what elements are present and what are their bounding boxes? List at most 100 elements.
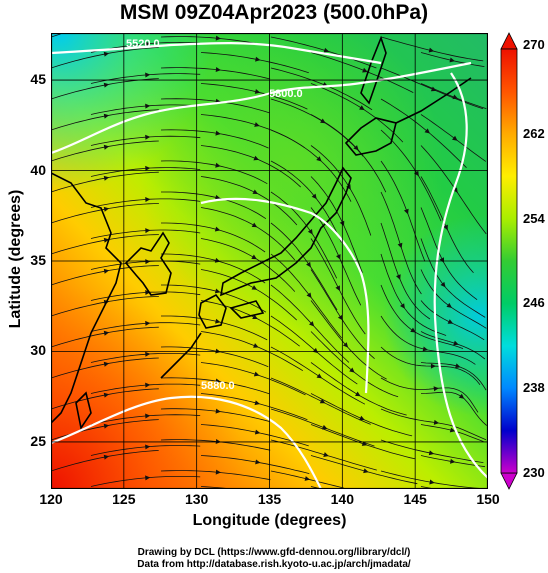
wind-arrowhead: [410, 327, 416, 333]
wind-arrowhead: [306, 292, 312, 299]
wind-arrowhead: [145, 134, 151, 140]
streamline: [270, 284, 350, 363]
wind-arrowhead: [452, 187, 458, 193]
wind-arrowhead: [458, 393, 465, 399]
wind-arrowhead: [145, 382, 151, 388]
wind-arrowhead: [215, 130, 221, 136]
colorbar-tick-label: 254: [523, 210, 545, 226]
y-tick-label: 25: [30, 432, 46, 449]
hokkaido-coast: [344, 117, 397, 156]
streamline: [160, 377, 270, 395]
streamline: [90, 383, 201, 394]
contour-5520: [51, 42, 382, 65]
colorbar-tick-label: 238: [523, 380, 545, 396]
streamline: [160, 439, 271, 451]
wind-arrowhead: [306, 261, 311, 268]
streamline: [270, 253, 342, 339]
streamline: [420, 269, 487, 329]
contour-5880: [51, 395, 322, 489]
streamline: [90, 322, 201, 332]
honshu-coast: [219, 166, 352, 297]
x-axis-label: Longitude (degrees): [192, 512, 347, 529]
taiwan-coast: [75, 391, 92, 431]
lat-lon-grid: [51, 33, 488, 489]
korean-peninsula-coast: [124, 231, 172, 296]
streamline: [380, 253, 447, 336]
wind-arrowhead: [337, 314, 343, 321]
x-tick-label: 130: [184, 491, 209, 507]
wind-arrowhead: [452, 94, 459, 100]
streamline: [51, 234, 159, 255]
wind-arrowhead: [452, 135, 458, 141]
wind-arrowhead: [319, 398, 326, 404]
streamline: [200, 176, 298, 226]
wind-arrowhead: [215, 469, 221, 475]
wind-arrowhead: [215, 35, 221, 41]
streamline: [310, 269, 375, 359]
credit-drawing: Drawing by DCL (https://www.gfd-dennou.o…: [137, 547, 411, 558]
wind-arrowhead: [145, 259, 151, 265]
streamline: [51, 33, 61, 38]
colorbar-tick-label: 246: [523, 295, 545, 311]
wind-arrowhead: [145, 165, 151, 171]
wind-arrowhead: [215, 162, 221, 168]
streamline: [310, 455, 418, 485]
contour-label-5520: 5520.0: [126, 38, 160, 50]
wind-arrowhead: [428, 450, 435, 456]
colorbar-tick-label: 230: [523, 465, 545, 480]
streamline: [51, 171, 159, 193]
streamline: [51, 265, 159, 286]
wind-arrowhead: [316, 373, 323, 379]
wind-arrowhead: [103, 268, 110, 274]
wind-arrowhead: [359, 415, 365, 421]
streamline: [380, 377, 479, 413]
wind-arrowhead: [215, 194, 221, 200]
plot-frame: [51, 33, 488, 489]
streamline: [310, 393, 413, 437]
wind-arrowhead: [353, 145, 359, 151]
contour-label-5800: 5800.0: [269, 88, 303, 100]
wind-arrowhead: [403, 208, 409, 215]
wind-arrowhead: [214, 257, 221, 263]
wind-arrowhead: [103, 330, 110, 336]
wind-arrowhead: [440, 281, 446, 288]
wind-arrowhead: [361, 441, 368, 446]
wind-arrowhead: [335, 285, 340, 292]
wind-arrowhead: [363, 468, 369, 474]
streamline: [270, 439, 377, 471]
wind-arrowhead: [362, 67, 368, 73]
wind-arrowhead: [439, 257, 445, 263]
coastlines: [51, 35, 472, 431]
wind-arrowhead: [215, 67, 221, 73]
streamline: [51, 203, 159, 224]
contour-label-5880: 5880.0: [201, 380, 235, 392]
streamline: [380, 346, 481, 386]
streamline: [51, 450, 159, 472]
wind-arrowhead: [355, 391, 361, 397]
wind-arrowhead: [322, 424, 328, 430]
streamline: [90, 135, 201, 146]
wind-arrowhead: [455, 363, 461, 369]
streamline: [160, 129, 269, 149]
wind-arrowhead: [308, 321, 315, 327]
colorbar-body: [500, 48, 518, 474]
map-plot-area: 5520.0 5800.0 5880.0: [51, 33, 488, 489]
wind-arrowhead: [145, 444, 151, 450]
wind-arrowhead: [103, 454, 110, 460]
wind-arrowhead: [422, 346, 429, 352]
wind-arrowhead: [103, 392, 110, 398]
wind-arrowhead: [145, 320, 151, 326]
streamline: [90, 167, 201, 177]
wind-arrowhead: [453, 340, 459, 346]
wind-arrowhead: [255, 459, 261, 465]
streamline: [51, 47, 159, 69]
wind-arrowhead: [304, 476, 311, 481]
wind-arrowhead: [103, 237, 110, 243]
credit-data: Data from http://database.rish.kyoto-u.a…: [137, 559, 411, 570]
streamline: [51, 326, 159, 348]
wind-arrowhead: [443, 224, 448, 231]
streamline: [200, 300, 300, 347]
wind-arrowhead: [254, 122, 260, 127]
wind-arrowhead: [447, 319, 454, 324]
wind-arrowhead: [254, 429, 261, 435]
